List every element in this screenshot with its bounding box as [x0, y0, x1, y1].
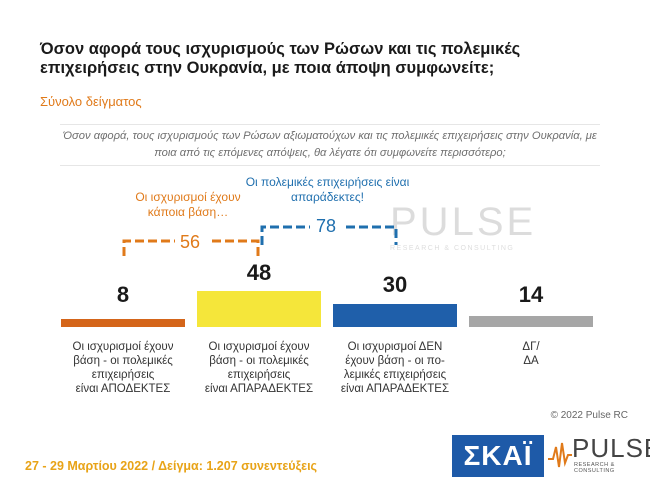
- footer-date-sample: 27 - 29 Μαρτίου 2022 / Δείγμα: 1.207 συν…: [25, 459, 318, 473]
- skai-logo-text: ΣΚΑΪ: [463, 440, 533, 471]
- pulse-logo-name: PULSE: [572, 433, 650, 463]
- bracket-right: [260, 225, 310, 245]
- bar-value-label: 14: [518, 282, 544, 307]
- survey-question: Όσον αφορά, τους ισχυρισμούς των Ρώσων α…: [60, 124, 600, 166]
- chart-subtitle: Σύνολο δείγματος: [40, 94, 142, 109]
- copyright: © 2022 Pulse RC: [550, 410, 628, 421]
- bracket-total-left: 56: [180, 232, 201, 252]
- category-label: Οι ισχυρισμοί έχουν βάση - οι πολεμικές επ…: [204, 341, 314, 395]
- pulse-watermark: PULSE RESEARCH & CONSULTING: [390, 200, 536, 252]
- chart-title: Όσον αφορά τους ισχυρισμούς των Ρώσων κα…: [40, 40, 521, 77]
- bracket-left: [122, 239, 175, 256]
- annotation-right: Οι πολεμικές επιχειρήσεις είναι απαράδεκ…: [245, 175, 410, 204]
- watermark-name: PULSE: [390, 200, 537, 244]
- pulse-wave-icon: [548, 442, 572, 468]
- bracket-right-right: [346, 225, 398, 245]
- bracket-left-right: [212, 239, 260, 256]
- annotation-left: Οι ισχυρισμοί έχουν κάποια βάση…: [135, 190, 241, 219]
- category-label: Οι ισχυρισμοί έχουν βάση - οι πολεμικές επ…: [72, 341, 174, 395]
- skai-logo: ΣΚΑΪ: [452, 435, 544, 477]
- bar: [61, 319, 185, 327]
- pulse-logo-sub: RESEARCH & CONSULTING: [574, 462, 615, 474]
- bar-value-label: 8: [116, 282, 130, 307]
- category-label: ΔΓ/ΔΑ: [522, 341, 540, 367]
- bar: [333, 304, 457, 327]
- pulse-logo: PULSE RESEARCH & CONSULTING: [548, 433, 650, 475]
- bar: [469, 316, 593, 327]
- bar-value-label: 48: [246, 260, 272, 285]
- category-label: Οι ισχυρισμοί ΔΕΝ έχουν βάση - οι πο-λεμι…: [340, 341, 450, 395]
- bracket-total-right: 78: [316, 216, 337, 236]
- bar-value-label: 30: [382, 272, 408, 297]
- watermark-sub: RESEARCH & CONSULTING: [390, 245, 515, 252]
- bar: [197, 291, 321, 327]
